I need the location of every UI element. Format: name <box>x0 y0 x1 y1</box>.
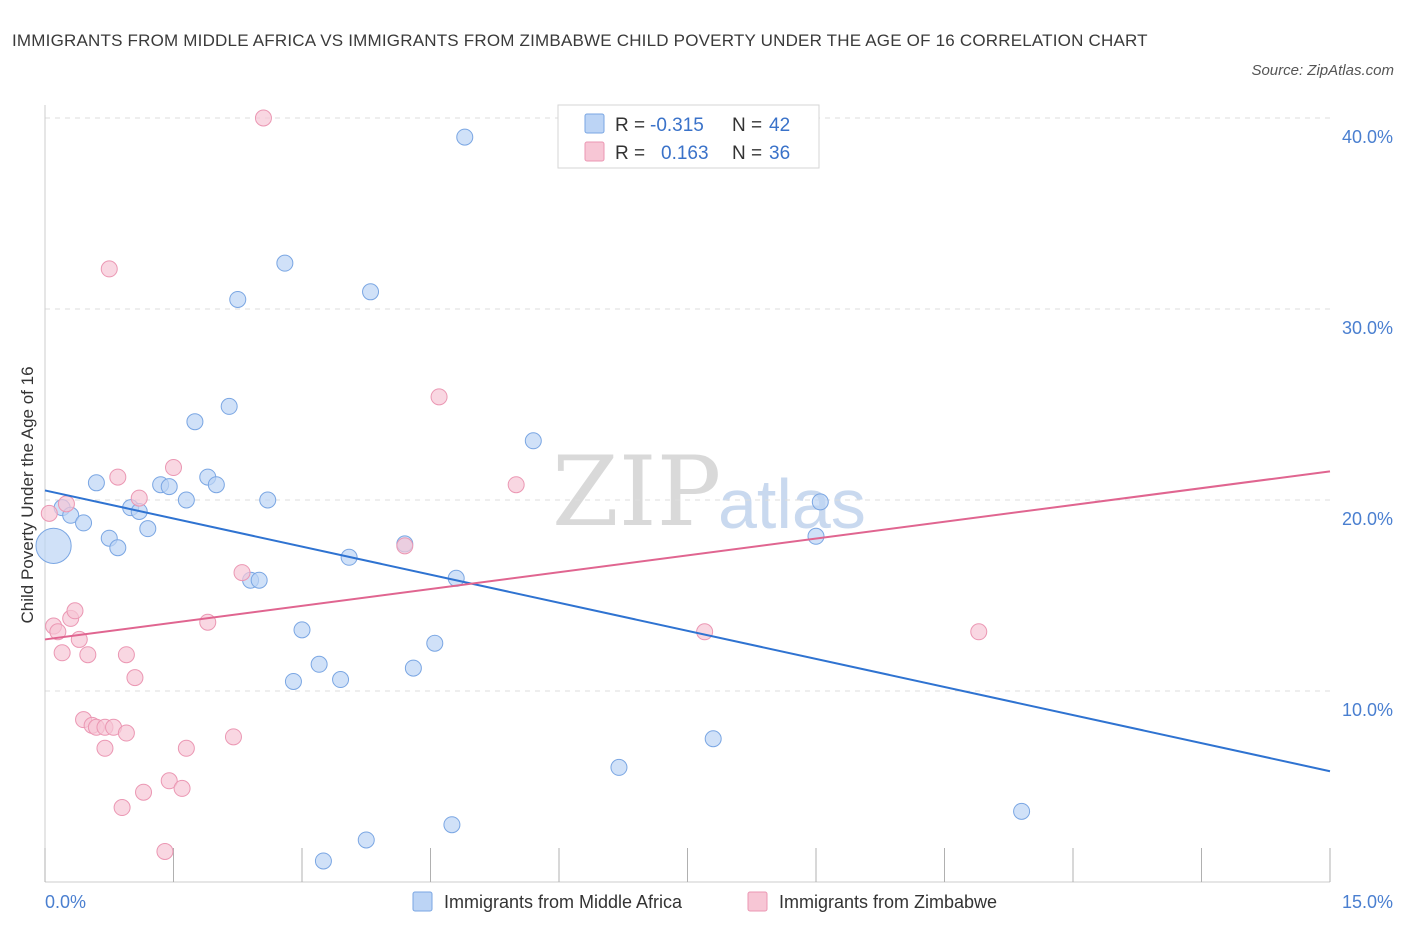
point-middle-africa <box>284 672 302 690</box>
legend-swatch-pink <box>584 141 605 162</box>
point-zimbabwe <box>507 476 525 494</box>
point-zimbabwe <box>126 669 144 687</box>
point-zimbabwe <box>100 260 118 278</box>
point-middle-africa <box>186 413 204 431</box>
point-zimbabwe <box>173 779 191 797</box>
point-middle-africa <box>443 816 461 834</box>
point-middle-africa <box>404 659 422 677</box>
point-zimbabwe <box>57 495 75 513</box>
series-legend-swatch-blue <box>412 891 433 912</box>
point-zimbabwe <box>430 388 448 406</box>
chart-title: IMMIGRANTS FROM MIDDLE AFRICA VS IMMIGRA… <box>12 31 1148 50</box>
point-zimbabwe <box>254 109 272 127</box>
legend-r-label-2: R = <box>615 143 645 164</box>
series-legend-label-blue: Immigrants from Middle Africa <box>444 892 683 912</box>
x-tick-label-max: 15.0% <box>1342 892 1393 912</box>
point-zimbabwe <box>117 724 135 742</box>
gridlines <box>45 117 1330 692</box>
point-zimbabwe <box>396 537 414 555</box>
legend-r-value-1: -0.315 <box>650 115 704 136</box>
point-middle-africa <box>207 476 225 494</box>
trend-line-middle-africa <box>44 489 1331 773</box>
point-middle-africa <box>276 254 294 272</box>
point-middle-africa <box>250 571 268 589</box>
chart-source: Source: ZipAtlas.com <box>1251 62 1394 79</box>
point-middle-africa <box>87 474 105 492</box>
point-zimbabwe <box>113 799 131 817</box>
point-zimbabwe <box>109 468 127 486</box>
point-middle-africa <box>362 283 380 301</box>
legend-swatch-blue <box>584 113 605 134</box>
y-tick-label: 10.0% <box>1342 700 1393 720</box>
watermark-zip: ZIP <box>552 436 721 548</box>
point-zimbabwe <box>135 783 153 801</box>
point-zimbabwe <box>224 728 242 746</box>
point-middle-africa <box>177 491 195 509</box>
point-zimbabwe <box>696 623 714 641</box>
point-middle-africa <box>229 290 247 308</box>
point-middle-africa <box>807 527 825 545</box>
stats-legend: R = -0.315 N = 42 R = 0.163 N = 36 <box>557 104 820 169</box>
legend-n-label-2: N = <box>732 143 762 164</box>
point-zimbabwe <box>40 504 58 522</box>
series-legend: Immigrants from Middle Africa Immigrants… <box>412 891 997 912</box>
y-axis-title: Child Poverty Under the Age of 16 <box>18 366 37 623</box>
point-middle-africa <box>139 520 157 538</box>
trend-line-zimbabwe <box>44 470 1331 641</box>
point-zimbabwe <box>970 623 988 641</box>
point-middle-africa <box>160 478 178 496</box>
point-zimbabwe <box>117 646 135 664</box>
point-middle-africa <box>524 432 542 450</box>
trend-lines <box>44 470 1331 773</box>
point-middle-africa <box>704 730 722 748</box>
point-zimbabwe <box>177 739 195 757</box>
point-zimbabwe <box>233 564 251 582</box>
point-middle-africa <box>293 621 311 639</box>
point-zimbabwe <box>96 739 114 757</box>
y-tick-label: 20.0% <box>1342 509 1393 529</box>
point-middle-africa <box>310 655 328 673</box>
point-middle-africa <box>332 671 350 689</box>
point-zimbabwe <box>66 602 84 620</box>
series-legend-swatch-pink <box>747 891 768 912</box>
point-middle-africa <box>811 493 829 511</box>
y-tick-label: 30.0% <box>1342 318 1393 338</box>
legend-r-label-1: R = <box>615 115 645 136</box>
data-points <box>35 109 1031 870</box>
point-middle-africa <box>314 852 332 870</box>
legend-n-label-1: N = <box>732 115 762 136</box>
point-zimbabwe <box>160 772 178 790</box>
point-middle-africa <box>1013 802 1031 820</box>
point-middle-africa <box>220 397 238 415</box>
point-middle-africa <box>259 491 277 509</box>
point-zimbabwe <box>53 644 71 662</box>
axes <box>44 105 1331 883</box>
point-zimbabwe <box>165 459 182 477</box>
x-tick-label-min: 0.0% <box>45 892 86 912</box>
point-zimbabwe <box>49 623 67 641</box>
point-middle-africa <box>75 514 93 532</box>
point-zimbabwe <box>156 842 174 860</box>
watermark-atlas: atlas <box>718 465 866 543</box>
legend-r-value-2: 0.163 <box>661 143 709 164</box>
point-middle-africa <box>109 539 127 557</box>
point-middle-africa <box>35 527 72 564</box>
point-middle-africa <box>610 758 628 776</box>
series-legend-label-pink: Immigrants from Zimbabwe <box>779 892 997 912</box>
point-middle-africa <box>357 831 375 849</box>
point-middle-africa <box>426 634 444 652</box>
y-tick-label: 40.0% <box>1342 127 1393 147</box>
legend-n-value-2: 36 <box>769 143 790 164</box>
point-zimbabwe <box>130 489 148 507</box>
point-middle-africa <box>456 128 474 146</box>
legend-n-value-1: 42 <box>769 115 790 136</box>
point-zimbabwe <box>79 646 97 664</box>
